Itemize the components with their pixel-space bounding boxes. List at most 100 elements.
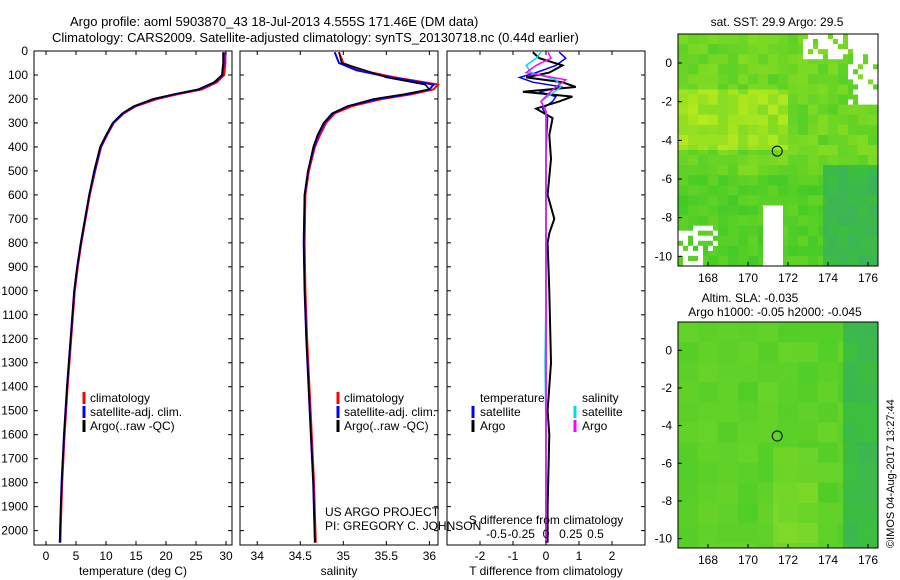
map-cell — [758, 99, 764, 105]
map-cell — [793, 372, 799, 378]
map-cell — [818, 165, 824, 171]
map-cell — [698, 507, 704, 514]
map-cell — [758, 261, 764, 267]
map-cell — [783, 114, 789, 121]
map-cell — [818, 34, 824, 40]
map-cell — [698, 155, 704, 161]
map-cell — [713, 432, 719, 438]
map-cell — [703, 64, 709, 70]
map-cell — [838, 230, 844, 237]
map-cell — [748, 507, 754, 514]
map-cell — [813, 104, 819, 110]
map-cell — [763, 250, 769, 257]
map-cell — [733, 347, 739, 353]
map-cell — [738, 477, 744, 484]
map-cell — [703, 205, 709, 211]
map-cell — [868, 527, 874, 534]
map-cell — [813, 49, 819, 55]
map-cell — [758, 139, 764, 146]
map-cell — [853, 387, 859, 393]
map-cell — [873, 467, 879, 473]
y-tick-label: 400 — [8, 140, 28, 154]
map-cell — [713, 225, 719, 232]
map-cell — [793, 245, 799, 252]
map-cell — [793, 337, 799, 343]
map-cell — [738, 327, 744, 333]
map-cell — [793, 134, 799, 141]
map-cell — [803, 185, 809, 191]
map-cell — [873, 477, 879, 484]
map-cell — [688, 180, 694, 186]
map-cell — [758, 220, 764, 226]
map-cell — [838, 64, 844, 70]
map-cell — [818, 432, 824, 438]
map-cell — [813, 447, 819, 453]
map-cell — [863, 250, 869, 257]
series-line-climatology — [59, 52, 227, 543]
map-cell — [713, 134, 719, 141]
map-cell — [838, 39, 844, 45]
map-cell — [688, 99, 694, 105]
map-cell — [798, 150, 804, 156]
map-cell — [728, 382, 734, 388]
map-cell — [818, 150, 824, 156]
map-cell — [733, 190, 739, 196]
map-cell — [813, 387, 819, 393]
map-cell — [688, 392, 694, 398]
map-cell — [718, 230, 724, 237]
map-cell — [718, 134, 724, 141]
map-cell — [808, 49, 814, 55]
map-cell — [753, 74, 759, 80]
map-cell — [678, 230, 684, 237]
map-cell — [853, 220, 859, 226]
map-cell — [828, 230, 834, 237]
map-cell — [833, 255, 839, 262]
map-cell — [708, 402, 714, 408]
map-cell — [763, 180, 769, 186]
map-cell — [853, 327, 859, 333]
map-cell — [718, 472, 724, 479]
map-cell — [753, 139, 759, 146]
map-cell — [828, 195, 834, 201]
map-cell — [798, 134, 804, 141]
map-cell — [843, 155, 849, 161]
map-cell — [683, 432, 689, 438]
map-cell — [753, 467, 759, 473]
map-cell — [863, 357, 869, 363]
map-cell — [808, 387, 814, 393]
map-cell — [803, 517, 809, 524]
map-cell — [783, 472, 789, 479]
map-cell — [823, 185, 829, 191]
map-cell — [778, 79, 784, 85]
map-cell — [693, 342, 699, 348]
map-cell — [778, 99, 784, 105]
map-cell — [873, 225, 879, 232]
map-cell — [848, 84, 854, 90]
map-cell — [783, 422, 789, 428]
legend-label-climatology: climatology — [344, 391, 404, 405]
map-cell — [823, 462, 829, 468]
map-cell — [838, 49, 844, 55]
map-cell — [828, 422, 834, 428]
map-cell — [768, 109, 774, 116]
map-cell — [823, 372, 829, 378]
map-cell — [688, 250, 694, 257]
map-cell — [873, 517, 879, 524]
map-cell — [683, 382, 689, 388]
map-cell — [693, 200, 699, 206]
map-cell — [703, 532, 709, 539]
map-cell — [833, 69, 839, 75]
map-cell — [828, 372, 834, 378]
map-cell — [678, 417, 684, 423]
map-cell — [693, 59, 699, 65]
map-cell — [798, 377, 804, 383]
map-cell — [723, 44, 729, 50]
map-cell — [738, 210, 744, 216]
map-cell — [853, 457, 859, 463]
map-cell — [858, 134, 864, 141]
map-cell — [743, 94, 749, 100]
map-cell — [713, 402, 719, 408]
map-cell — [743, 472, 749, 479]
map-cell — [828, 160, 834, 166]
map-cell — [743, 200, 749, 206]
